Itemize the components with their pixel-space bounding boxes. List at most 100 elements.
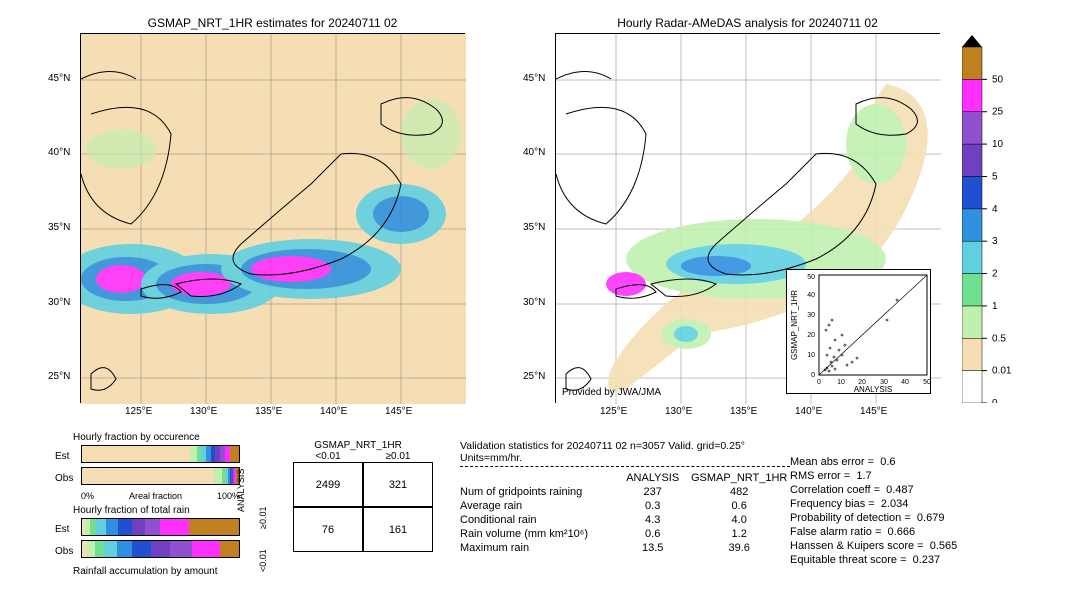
colorbar: 00.010.512345102550	[962, 33, 1022, 403]
right-map-title: Hourly Radar-AMeDAS analysis for 2024071…	[556, 16, 939, 30]
left-x-125: 125°E	[125, 406, 152, 417]
left-x-145: 145°E	[385, 406, 412, 417]
right-y-45: 45°N	[523, 73, 545, 84]
right-x-140: 140°E	[795, 406, 822, 417]
metric-label: RMS error =	[790, 470, 850, 482]
ct-header: GSMAP_NRT_1HR	[283, 440, 433, 451]
fraction-title-2: Hourly fraction of total rain	[73, 505, 240, 516]
metric-row: Frequency bias = 2.034	[790, 497, 1050, 511]
ct-v12: 321	[363, 462, 433, 507]
left-y-40: 40°N	[48, 147, 70, 158]
fraction-title-1: Hourly fraction by occurence	[73, 432, 240, 443]
svg-text:40: 40	[901, 379, 909, 386]
val-col2: GSMAP_NRT_1HR	[688, 472, 790, 484]
val-a: 13.5	[625, 542, 680, 554]
val-b: 0.6	[688, 500, 790, 512]
ct-r1: ≥0.01	[258, 507, 268, 529]
svg-text:30: 30	[880, 379, 888, 386]
validation-row: Conditional rain 4.3 4.0	[460, 513, 790, 527]
metric-value: 2.034	[881, 498, 909, 510]
svg-text:50: 50	[923, 379, 931, 386]
left-map: GSMAP_NRT_1HR estimates for 20240711 02	[80, 33, 465, 403]
label-obs-2: Obs	[55, 546, 81, 557]
validation-panel: Validation statistics for 20240711 02 n=…	[460, 440, 790, 555]
svg-text:0.01: 0.01	[992, 366, 1012, 377]
svg-text:20: 20	[807, 332, 815, 339]
provided-by: Provided by JWA/JMA	[562, 387, 661, 398]
metric-value: 0.487	[886, 484, 914, 496]
metric-value: 0.6	[880, 456, 895, 468]
bar-obs-total	[81, 540, 240, 558]
right-y-30: 30°N	[523, 297, 545, 308]
val-a: 4.3	[625, 514, 680, 526]
val-col1: ANALYSIS	[625, 472, 680, 484]
left-y-25: 25°N	[48, 371, 70, 382]
label-est-2: Est	[55, 524, 81, 535]
ct-col1: <0.01	[293, 451, 363, 462]
svg-text:0: 0	[817, 379, 821, 386]
axis-mid: Areal fraction	[94, 491, 217, 501]
ct-col2: ≥0.01	[363, 451, 433, 462]
bar-obs-occurrence	[81, 467, 240, 485]
metric-row: Mean abs error = 0.6	[790, 455, 1050, 469]
svg-text:5: 5	[992, 171, 998, 182]
right-map: Hourly Radar-AMeDAS analysis for 2024071…	[555, 33, 940, 403]
svg-text:50: 50	[807, 274, 815, 281]
svg-text:4: 4	[992, 204, 998, 215]
val-b: 1.2	[688, 528, 790, 540]
left-y-35: 35°N	[48, 222, 70, 233]
svg-text:3: 3	[992, 236, 998, 247]
metric-row: False alarm ratio = 0.666	[790, 525, 1050, 539]
left-y-45: 45°N	[48, 73, 70, 84]
svg-text:ANALYSIS: ANALYSIS	[854, 385, 893, 394]
val-a: 0.6	[625, 528, 680, 540]
left-map-svg	[81, 34, 466, 404]
val-label: Conditional rain	[460, 514, 617, 526]
left-x-140: 140°E	[320, 406, 347, 417]
svg-text:30: 30	[807, 312, 815, 319]
left-x-135: 135°E	[255, 406, 282, 417]
metric-value: 0.565	[930, 540, 958, 552]
metric-row: Equitable threat score = 0.237	[790, 553, 1050, 567]
left-y-30: 30°N	[48, 297, 70, 308]
svg-text:0: 0	[992, 398, 998, 403]
label-obs-1: Obs	[55, 473, 81, 484]
metric-row: Hanssen & Kuipers score = 0.565	[790, 539, 1050, 553]
svg-text:10: 10	[837, 379, 845, 386]
right-x-135: 135°E	[730, 406, 757, 417]
svg-text:25: 25	[992, 107, 1004, 118]
metric-row: RMS error = 1.7	[790, 469, 1050, 483]
validation-row: Rain volume (mm km²10⁶) 0.6 1.2	[460, 527, 790, 541]
val-b: 4.0	[688, 514, 790, 526]
svg-text:1: 1	[992, 301, 998, 312]
metrics-panel: Mean abs error = 0.6RMS error = 1.7Corre…	[790, 455, 1050, 567]
right-y-35: 35°N	[523, 222, 545, 233]
val-label: Maximum rain	[460, 542, 617, 554]
metric-label: Equitable threat score =	[790, 554, 907, 566]
metric-label: Frequency bias =	[790, 498, 875, 510]
svg-text:0: 0	[811, 372, 815, 379]
metric-value: 0.237	[913, 554, 941, 566]
svg-text:40: 40	[807, 292, 815, 299]
metric-value: 1.7	[856, 470, 871, 482]
right-x-130: 130°E	[665, 406, 692, 417]
svg-text:2: 2	[992, 269, 998, 280]
bar-est-total	[81, 518, 240, 536]
svg-text:GSMAP_NRT_1HR: GSMAP_NRT_1HR	[790, 290, 799, 360]
axis-0: 0%	[81, 491, 94, 501]
ct-v21: 76	[293, 507, 363, 552]
val-label: Average rain	[460, 500, 617, 512]
right-x-145: 145°E	[860, 406, 887, 417]
val-a: 237	[625, 486, 680, 498]
metric-label: Mean abs error =	[790, 456, 874, 468]
label-est-1: Est	[55, 451, 81, 462]
val-a: 0.3	[625, 500, 680, 512]
right-y-40: 40°N	[523, 147, 545, 158]
metric-row: Correlation coeff = 0.487	[790, 483, 1050, 497]
validation-row: Maximum rain 13.5 39.6	[460, 541, 790, 555]
ct-side: ANALYSIS	[236, 469, 246, 512]
validation-row: Average rain 0.3 0.6	[460, 499, 790, 513]
fraction-panel: Hourly fraction by occurence Est Obs 0% …	[55, 432, 240, 577]
validation-title: Validation statistics for 20240711 02 n=…	[460, 440, 790, 464]
ct-v11: 2499	[293, 462, 363, 507]
